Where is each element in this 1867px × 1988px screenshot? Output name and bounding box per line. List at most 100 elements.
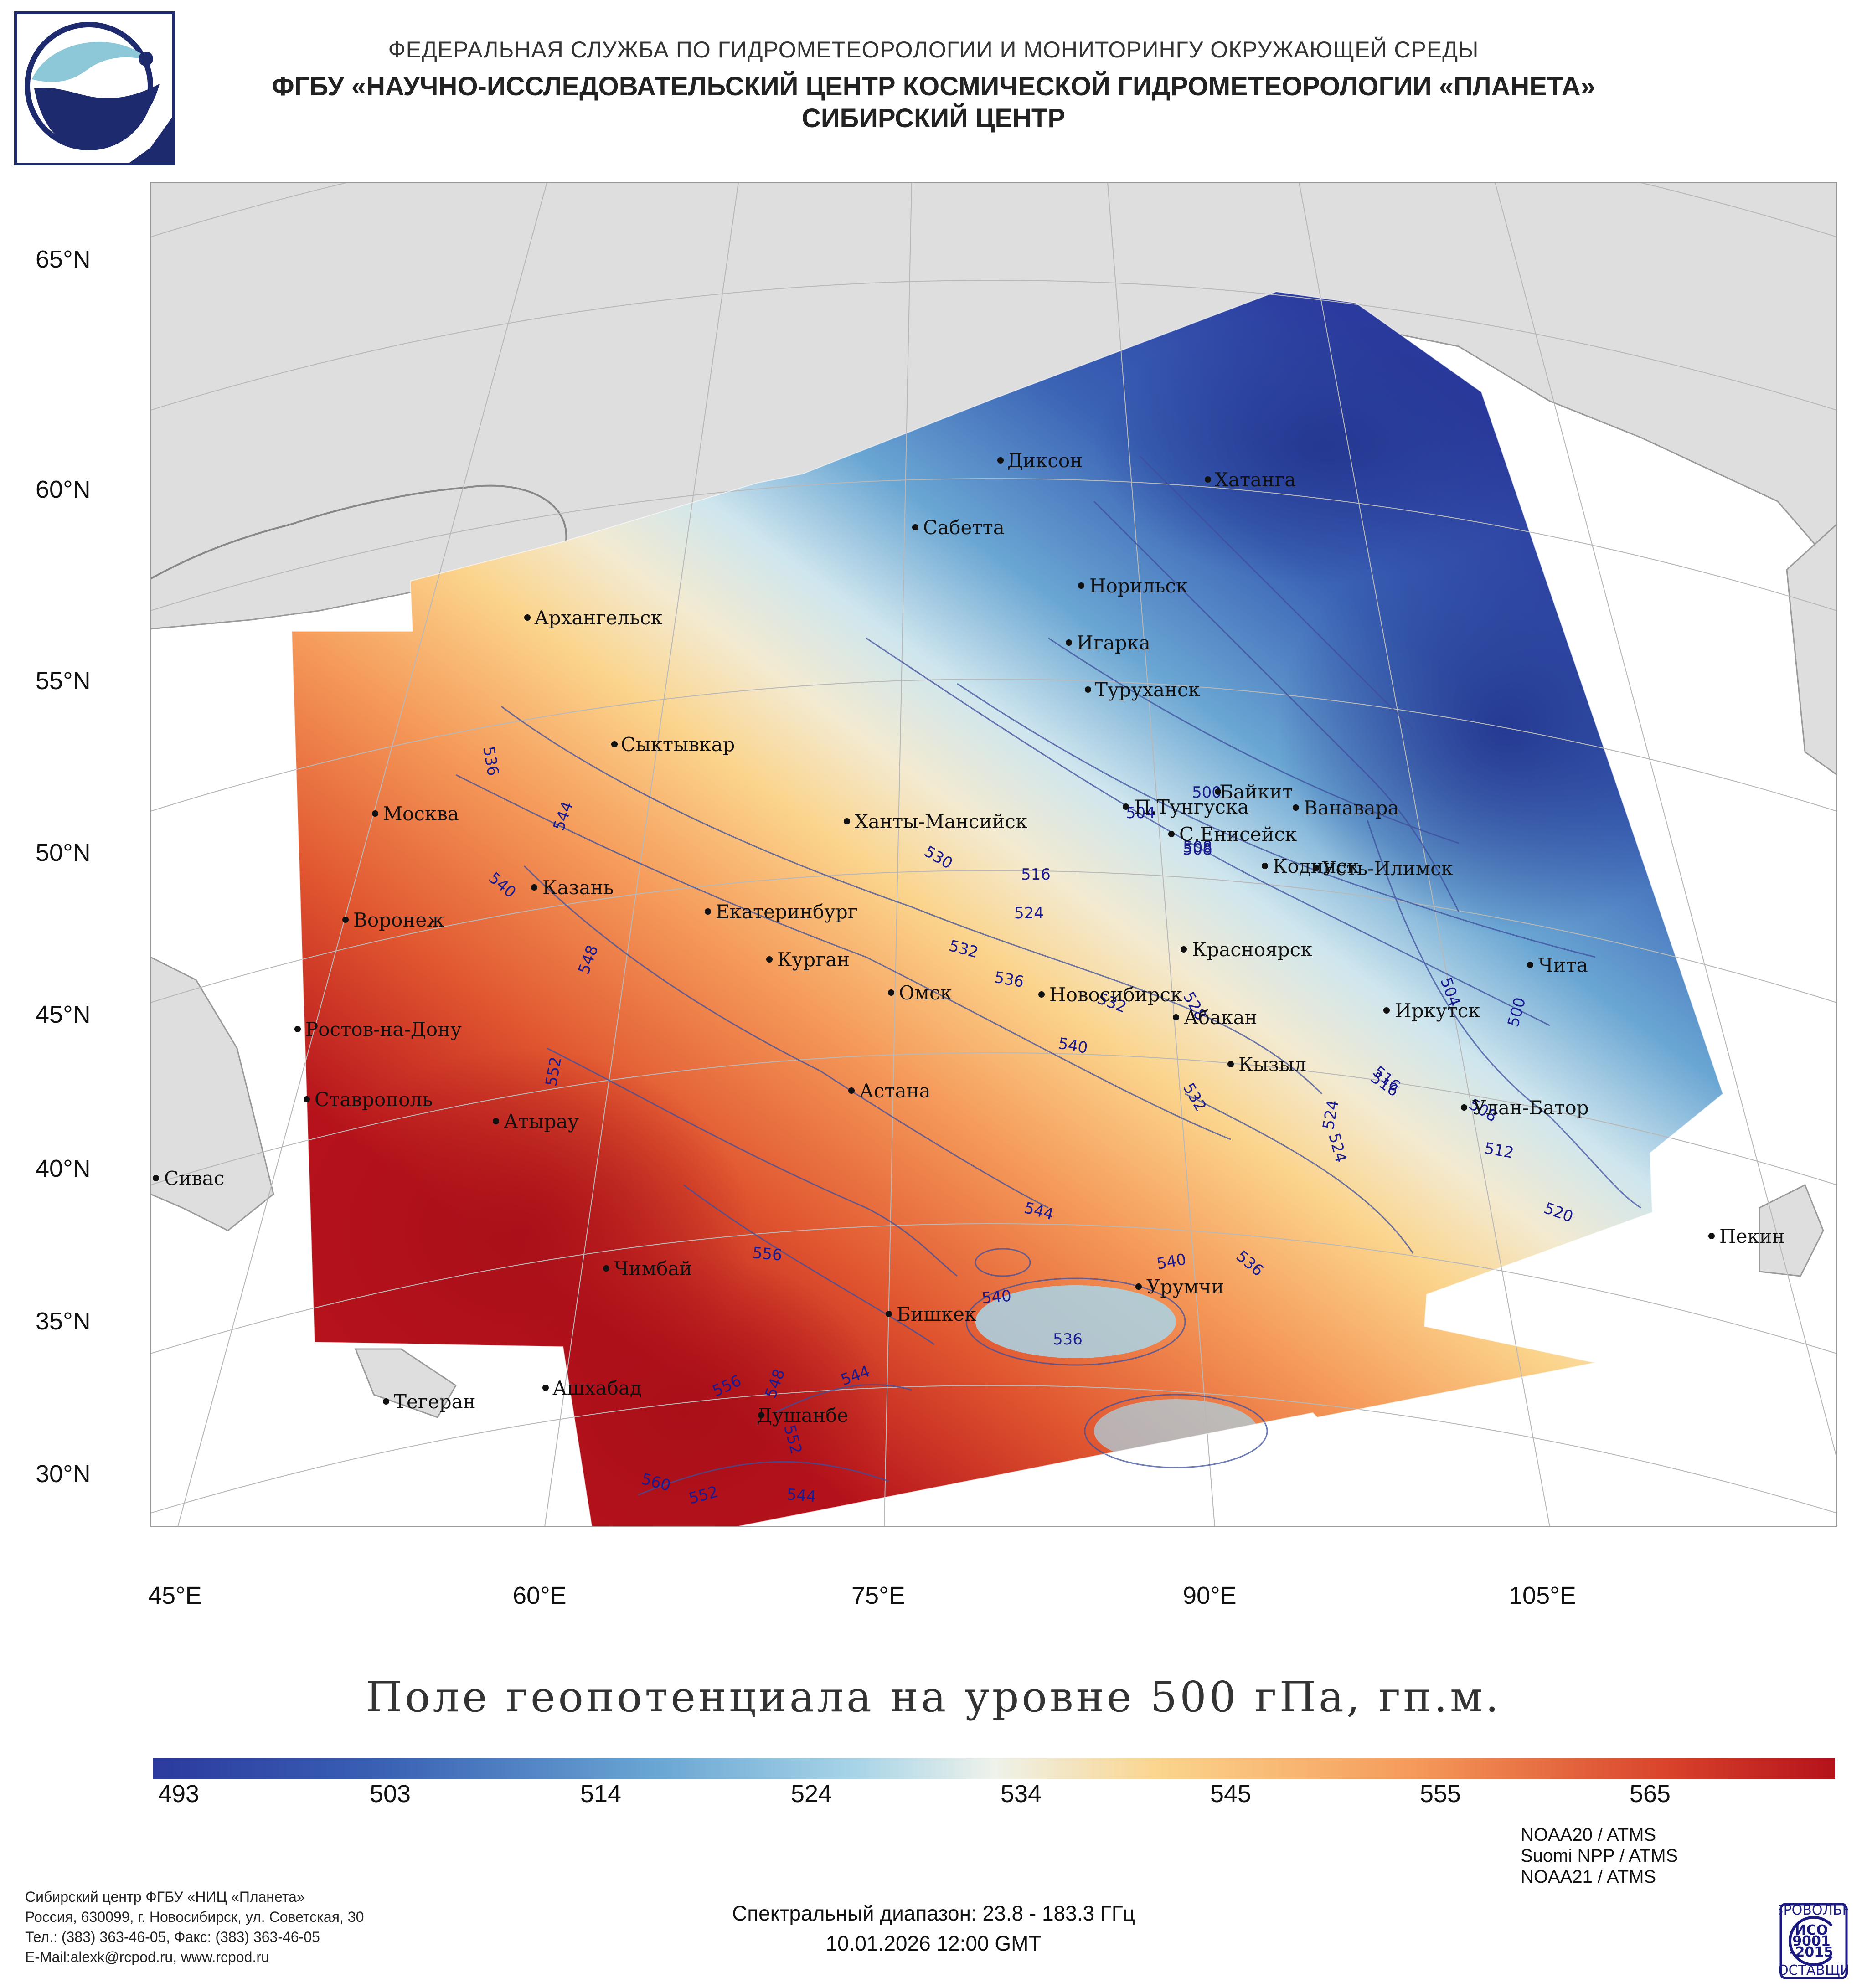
city-sabetta: Сабетта [912,516,1005,539]
isoline-label: 540 [981,1287,1012,1308]
contact-email: E-Mail:alexk@rcpod.ru, www.rcpod.ru [25,1949,269,1965]
city-ashkhabad: Ашхабад [542,1377,642,1399]
city-vanavara: Ванавара [1293,797,1399,819]
city-kyzyl: Кызыл [1227,1053,1306,1076]
svg-text:Новосибирск: Новосибирск [1049,984,1182,1006]
sensor-item: Suomi NPP / ATMS [1521,1846,1678,1866]
lon-label: 75°E [851,1582,905,1609]
contact-address: Россия, 630099, г. Новосибирск, ул. Сове… [25,1909,364,1925]
city-dushanbe: Душанбе [757,1404,848,1427]
city-moskva: Москва [372,803,459,825]
svg-text:Москва: Москва [383,803,459,825]
lat-label: 65°N [36,246,91,273]
svg-text:П.Тунгуска: П.Тунгуска [1134,796,1249,818]
lat-label: 45°N [36,1001,91,1028]
city-dikson: Диксон [997,449,1083,472]
svg-text:С.Енисейск: С.Енисейск [1179,823,1297,845]
svg-text:Казань: Казань [542,876,614,899]
contact-info: Сибирский центр ФГБУ «НИЦ «Планета» Росс… [25,1887,364,1967]
svg-text:Кызыл: Кызыл [1238,1053,1306,1076]
city-igarka: Игарка [1066,632,1150,654]
lat-label: 40°N [36,1155,91,1182]
colorbar [153,1758,1835,1779]
svg-text:Урумчи: Урумчи [1146,1276,1224,1298]
city-ulan-bator: Улан-Батор [1461,1097,1589,1119]
svg-text:Сивас: Сивас [164,1167,224,1190]
lat-label: 30°N [36,1460,91,1488]
svg-text:Норильск: Норильск [1089,575,1188,597]
svg-text:Диксон: Диксон [1007,449,1083,472]
city-pekin: Пекин [1708,1225,1785,1247]
city-novosibirsk: Новосибирск [1038,984,1182,1006]
svg-text:Курган: Курган [777,948,850,971]
contact-org: Сибирский центр ФГБУ «НИЦ «Планета» [25,1889,305,1905]
isoline-label: 524 [1014,904,1044,922]
svg-text:Ханты-Мансийск: Ханты-Мансийск [855,810,1027,833]
svg-text:Ростов-на-Дону: Ростов-на-Дону [305,1018,462,1040]
svg-text:Абакан: Абакан [1184,1006,1257,1029]
colorbar-tick: 493 [158,1780,200,1808]
svg-text:ИСО: ИСО [1795,1922,1828,1938]
svg-text:-2015: -2015 [1790,1944,1833,1960]
svg-text:Душанбе: Душанбе [757,1404,848,1427]
city-atyrau: Атырау [493,1110,579,1133]
isoline-label: 516 [1021,865,1051,884]
sensor-list: NOAA20 / ATMS Suomi NPP / ATMS NOAA21 / … [1521,1824,1678,1887]
observation-datetime: 10.01.2026 12:00 GMT [825,1931,1042,1955]
svg-text:Атырау: Атырау [504,1110,579,1133]
city-khatanga: Хатанга [1205,469,1296,491]
city-norilsk: Норильск [1078,575,1188,597]
lat-label: 60°N [36,476,91,503]
lat-label: 55°N [36,667,91,695]
city-ekaterinburg: Екатеринбург [705,901,858,923]
city-krasnoyarsk: Красноярск [1181,938,1312,961]
city-omsk: Омск [888,982,952,1004]
svg-text:Тегеран: Тегеран [394,1391,476,1413]
svg-text:Хатанга: Хатанга [1215,469,1296,491]
city-arkhangelsk: Архангельск [524,607,663,629]
city-s-eniseysk: С.Енисейск [1168,823,1297,845]
graticule [150,182,1837,1527]
isoline-label: 508 [1183,838,1212,856]
colorbar-tick: 503 [369,1780,411,1808]
isoline-label: 508 [1183,840,1212,859]
city-rostov-na-donu: Ростов-на-Дону [294,1018,462,1040]
svg-text:Бишкек: Бишкек [897,1303,976,1325]
svg-text:ДОБРОВОЛЬНЫЙ: ДОБРОВОЛЬНЫЙ [1779,1903,1848,1918]
svg-text:Воронеж: Воронеж [353,909,444,931]
center-line: СИБИРСКИЙ ЦЕНТР [801,103,1066,133]
svg-text:Пекин: Пекин [1719,1225,1785,1247]
city-abakan: Абакан [1173,1006,1257,1029]
svg-text:Игарка: Игарка [1077,632,1150,654]
lat-label: 50°N [36,839,91,866]
isoline-label: 504 [1126,804,1155,822]
agency-line: ФЕДЕРАЛЬНАЯ СЛУЖБА ПО ГИДРОМЕТЕОРОЛОГИИ … [388,37,1479,62]
city-kurgan: Курган [766,948,850,971]
map-title: Поле геопотенциала на уровне 500 гПа, гп… [366,1673,1501,1721]
svg-text:Иркутск: Иркутск [1395,999,1480,1022]
svg-text:Астана: Астана [859,1080,931,1102]
lon-label: 90°E [1183,1582,1237,1609]
planeta-logo-icon [14,11,175,165]
contact-phone: Тел.: (383) 363-46-05, Факс: (383) 363-4… [25,1929,320,1945]
city-markers: Диксон Хатанга Сабетта Норильск Архангел… [153,449,1785,1427]
city-ust-ilimsk: Усть-Илимск [1313,857,1453,880]
svg-text:Сыктывкар: Сыктывкар [621,733,735,756]
isoline-label: 556 [752,1244,783,1265]
institute-line: ФГБУ «НАУЧНО-ИССЛЕДОВАТЕЛЬСКИЙ ЦЕНТР КОС… [272,72,1595,101]
city-bishkek: Бишкек [886,1303,976,1325]
city-voronezh: Воронеж [342,909,444,931]
svg-text:Усть-Илимск: Усть-Илимск [1322,857,1453,880]
geopotential-map: 536 544 540 548 552 556 560 552 548 544 … [150,182,1837,1527]
svg-text:Архангельск: Архангельск [534,607,663,629]
svg-text:Туруханск: Туруханск [1095,679,1200,701]
city-khanty-mansiysk: Ханты-Мансийск [844,810,1027,833]
city-tegeran: Тегеран [383,1391,476,1413]
city-sivas: Сивас [153,1167,224,1190]
svg-text:Улан-Батор: Улан-Батор [1472,1097,1589,1119]
svg-text:Екатеринбург: Екатеринбург [716,901,858,923]
colorbar-tick: 514 [580,1780,622,1808]
colorbar-tick: 545 [1210,1780,1252,1808]
city-p-tunguska: П.Тунгуска [1123,796,1249,818]
city-stavropol: Ставрополь [304,1088,433,1111]
